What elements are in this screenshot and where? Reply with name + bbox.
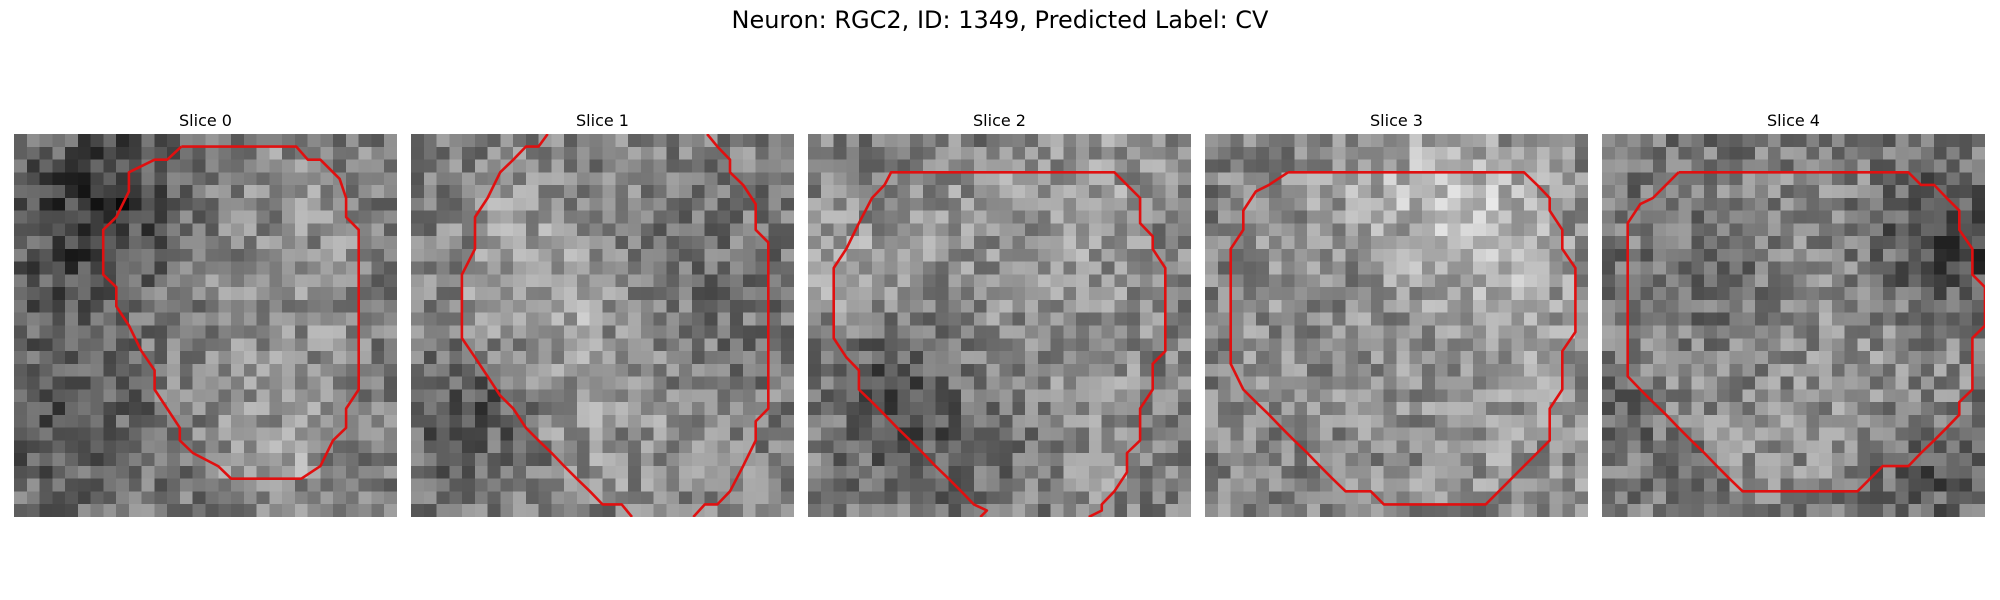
slice-image bbox=[1602, 134, 1985, 517]
pixel-grid bbox=[14, 134, 397, 517]
cell-contour bbox=[832, 183, 989, 517]
cell-contour bbox=[692, 134, 770, 517]
cell-contour bbox=[101, 145, 361, 481]
slice-panel-2: Slice 2 bbox=[808, 108, 1191, 517]
slice-image bbox=[14, 134, 397, 517]
pixel-grid bbox=[808, 134, 1191, 517]
slice-panel-0: Slice 0 bbox=[14, 108, 397, 517]
slice-title: Slice 0 bbox=[179, 111, 232, 130]
cell-contour bbox=[1626, 170, 1985, 493]
slice-title: Slice 1 bbox=[576, 111, 629, 130]
cell-contour bbox=[460, 134, 634, 517]
slice-title: Slice 2 bbox=[973, 111, 1026, 130]
pixel-grid bbox=[1602, 134, 1985, 517]
slice-title: Slice 4 bbox=[1767, 111, 1820, 130]
slice-image bbox=[411, 134, 794, 517]
slice-title: Slice 3 bbox=[1370, 111, 1423, 130]
cell-contour bbox=[883, 170, 1167, 517]
cell-contour bbox=[1229, 170, 1577, 506]
slice-panel-4: Slice 4 bbox=[1602, 108, 1985, 517]
slice-image bbox=[808, 134, 1191, 517]
slice-panel-1: Slice 1 bbox=[411, 108, 794, 517]
figure-title: Neuron: RGC2, ID: 1349, Predicted Label:… bbox=[731, 6, 1269, 34]
pixel-grid bbox=[411, 134, 794, 517]
slice-panel-3: Slice 3 bbox=[1205, 108, 1588, 517]
slice-image bbox=[1205, 134, 1588, 517]
